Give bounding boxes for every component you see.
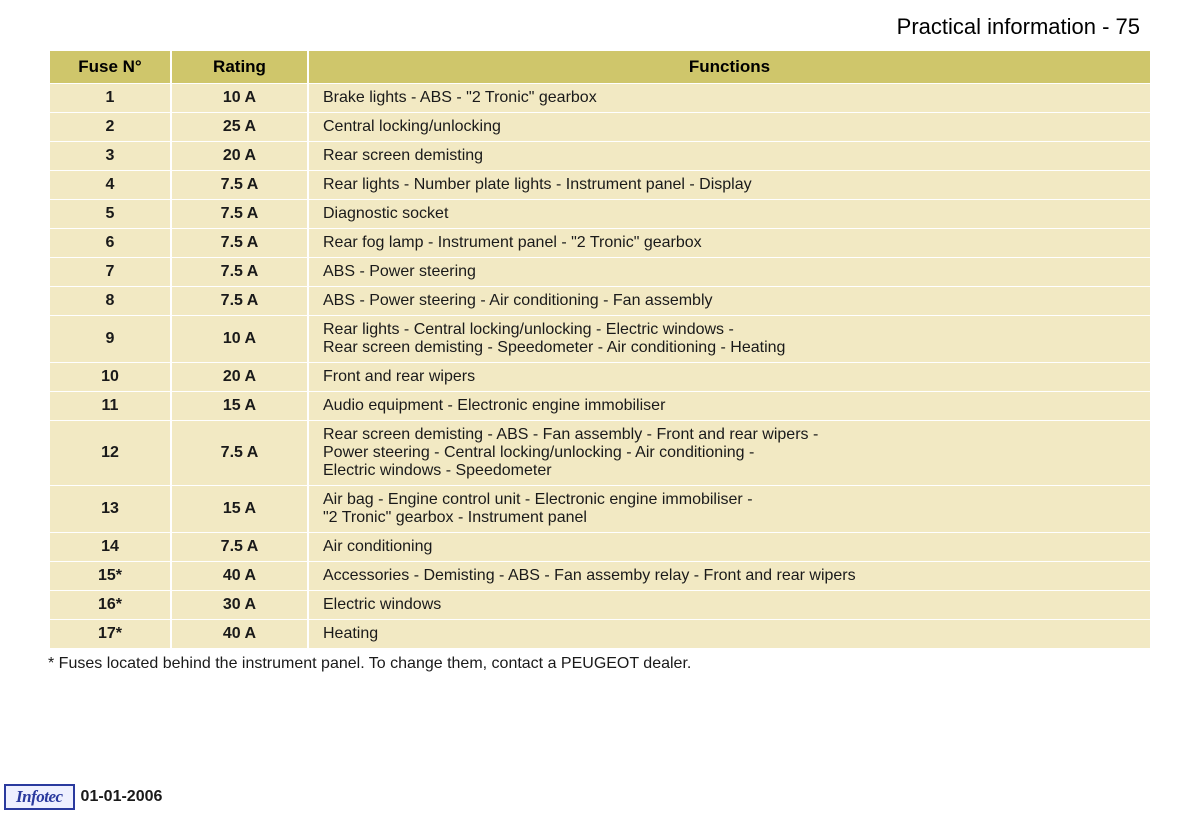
table-row: 910 ARear lights - Central locking/unloc… (50, 316, 1150, 362)
table-row: 16*30 AElectric windows (50, 591, 1150, 619)
fuse-cell: 10 (50, 363, 170, 391)
table-row: 67.5 ARear fog lamp - Instrument panel -… (50, 229, 1150, 257)
fuse-table-wrap: Fuse N° Rating Functions 110 ABrake ligh… (48, 50, 1152, 649)
function-cell: ABS - Power steering - Air conditioning … (309, 287, 1150, 315)
fuse-cell: 2 (50, 113, 170, 141)
col-header-rating: Rating (172, 51, 307, 83)
table-row: 147.5 AAir conditioning (50, 533, 1150, 561)
rating-cell: 25 A (172, 113, 307, 141)
infotec-badge: Infotec (4, 784, 75, 810)
fuse-cell: 12 (50, 421, 170, 485)
page-title: Practical information - 75 (0, 14, 1140, 40)
rating-cell: 7.5 A (172, 229, 307, 257)
rating-cell: 7.5 A (172, 171, 307, 199)
fuse-cell: 7 (50, 258, 170, 286)
fuse-cell: 6 (50, 229, 170, 257)
fuse-cell: 14 (50, 533, 170, 561)
table-row: 17*40 AHeating (50, 620, 1150, 648)
table-row: 110 ABrake lights - ABS - "2 Tronic" gea… (50, 84, 1150, 112)
function-cell: Air conditioning (309, 533, 1150, 561)
rating-cell: 20 A (172, 142, 307, 170)
rating-cell: 20 A (172, 363, 307, 391)
fuse-cell: 8 (50, 287, 170, 315)
function-cell: Central locking/unlocking (309, 113, 1150, 141)
rating-cell: 10 A (172, 316, 307, 362)
function-cell: Rear screen demisting - ABS - Fan assemb… (309, 421, 1150, 485)
fuse-cell: 5 (50, 200, 170, 228)
col-header-fuse: Fuse N° (50, 51, 170, 83)
function-cell: Electric windows (309, 591, 1150, 619)
fuse-table: Fuse N° Rating Functions 110 ABrake ligh… (48, 50, 1152, 649)
function-cell: ABS - Power steering (309, 258, 1150, 286)
footer-date: 01-01-2006 (81, 788, 163, 806)
table-row: 127.5 ARear screen demisting - ABS - Fan… (50, 421, 1150, 485)
footnote: * Fuses located behind the instrument pa… (48, 655, 1152, 673)
table-row: 320 ARear screen demisting (50, 142, 1150, 170)
function-cell: Rear screen demisting (309, 142, 1150, 170)
rating-cell: 15 A (172, 392, 307, 420)
rating-cell: 30 A (172, 591, 307, 619)
fuse-cell: 11 (50, 392, 170, 420)
function-cell: Rear lights - Central locking/unlocking … (309, 316, 1150, 362)
table-row: 87.5 AABS - Power steering - Air conditi… (50, 287, 1150, 315)
fuse-cell: 3 (50, 142, 170, 170)
function-cell: Audio equipment - Electronic engine immo… (309, 392, 1150, 420)
table-row: 57.5 ADiagnostic socket (50, 200, 1150, 228)
col-header-functions: Functions (309, 51, 1150, 83)
table-row: 47.5 ARear lights - Number plate lights … (50, 171, 1150, 199)
rating-cell: 7.5 A (172, 200, 307, 228)
fuse-cell: 4 (50, 171, 170, 199)
table-row: 1020 AFront and rear wipers (50, 363, 1150, 391)
rating-cell: 7.5 A (172, 287, 307, 315)
function-cell: Brake lights - ABS - "2 Tronic" gearbox (309, 84, 1150, 112)
rating-cell: 7.5 A (172, 533, 307, 561)
function-cell: Diagnostic socket (309, 200, 1150, 228)
function-cell: Rear lights - Number plate lights - Inst… (309, 171, 1150, 199)
rating-cell: 40 A (172, 620, 307, 648)
table-row: 225 ACentral locking/unlocking (50, 113, 1150, 141)
rating-cell: 15 A (172, 486, 307, 532)
fuse-cell: 9 (50, 316, 170, 362)
function-cell: Rear fog lamp - Instrument panel - "2 Tr… (309, 229, 1150, 257)
rating-cell: 7.5 A (172, 421, 307, 485)
fuse-cell: 16* (50, 591, 170, 619)
rating-cell: 10 A (172, 84, 307, 112)
function-cell: Front and rear wipers (309, 363, 1150, 391)
fuse-cell: 13 (50, 486, 170, 532)
table-row: 15*40 AAccessories - Demisting - ABS - F… (50, 562, 1150, 590)
table-row: 77.5 AABS - Power steering (50, 258, 1150, 286)
fuse-cell: 15* (50, 562, 170, 590)
table-header-row: Fuse N° Rating Functions (50, 51, 1150, 83)
rating-cell: 40 A (172, 562, 307, 590)
fuse-cell: 17* (50, 620, 170, 648)
function-cell: Air bag - Engine control unit - Electron… (309, 486, 1150, 532)
table-row: 1315 AAir bag - Engine control unit - El… (50, 486, 1150, 532)
function-cell: Accessories - Demisting - ABS - Fan asse… (309, 562, 1150, 590)
fuse-cell: 1 (50, 84, 170, 112)
footer: Infotec 01-01-2006 (0, 784, 162, 810)
table-row: 1115 AAudio equipment - Electronic engin… (50, 392, 1150, 420)
rating-cell: 7.5 A (172, 258, 307, 286)
function-cell: Heating (309, 620, 1150, 648)
